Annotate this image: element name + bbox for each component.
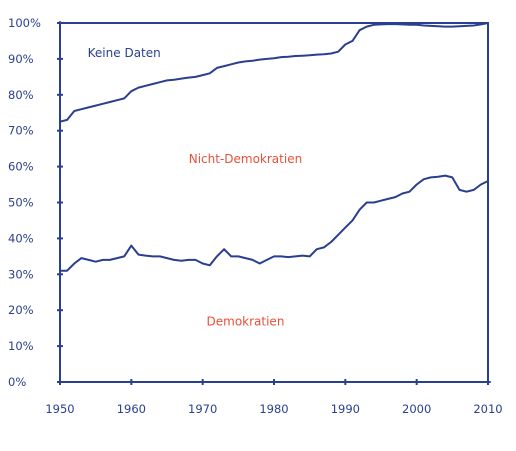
y-tick-label: 0%: [8, 375, 26, 389]
x-tick-label: 1970: [188, 402, 217, 416]
y-tick-label: 70%: [8, 124, 34, 138]
y-tick-group: 0% 10% 20% 30% 40% 50% 60% 70% 80% 90% 100%: [8, 16, 63, 389]
y-tick-label: 40%: [8, 231, 34, 245]
x-tick-group: 1950 1960 1970 1980 1990 2000 2010: [45, 379, 503, 416]
region-label-non-democracies: Nicht-Demokratien: [189, 152, 302, 166]
y-tick-label: 80%: [8, 88, 34, 102]
y-tick-label: 100%: [8, 16, 41, 30]
x-tick-label: 2010: [473, 402, 502, 416]
no-data-boundary-line: [59, 22, 489, 123]
region-label-no-data: Keine Daten: [88, 46, 161, 60]
y-tick-label: 20%: [8, 303, 34, 317]
y-tick-label: 10%: [8, 339, 34, 353]
x-tick-label: 1950: [45, 402, 74, 416]
x-tick-label: 1960: [117, 402, 146, 416]
y-tick-label: 90%: [8, 52, 34, 66]
y-tick-label: 50%: [8, 196, 34, 210]
axes: [57, 21, 491, 385]
y-tick-label: 30%: [8, 267, 34, 281]
region-label-democracies: Demokratien: [207, 314, 285, 328]
y-tick-label: 60%: [8, 160, 34, 174]
x-tick-label: 1980: [259, 402, 288, 416]
democracies-boundary-line: [59, 174, 489, 272]
x-tick-label: 1990: [331, 402, 360, 416]
x-tick-label: 2000: [402, 402, 431, 416]
